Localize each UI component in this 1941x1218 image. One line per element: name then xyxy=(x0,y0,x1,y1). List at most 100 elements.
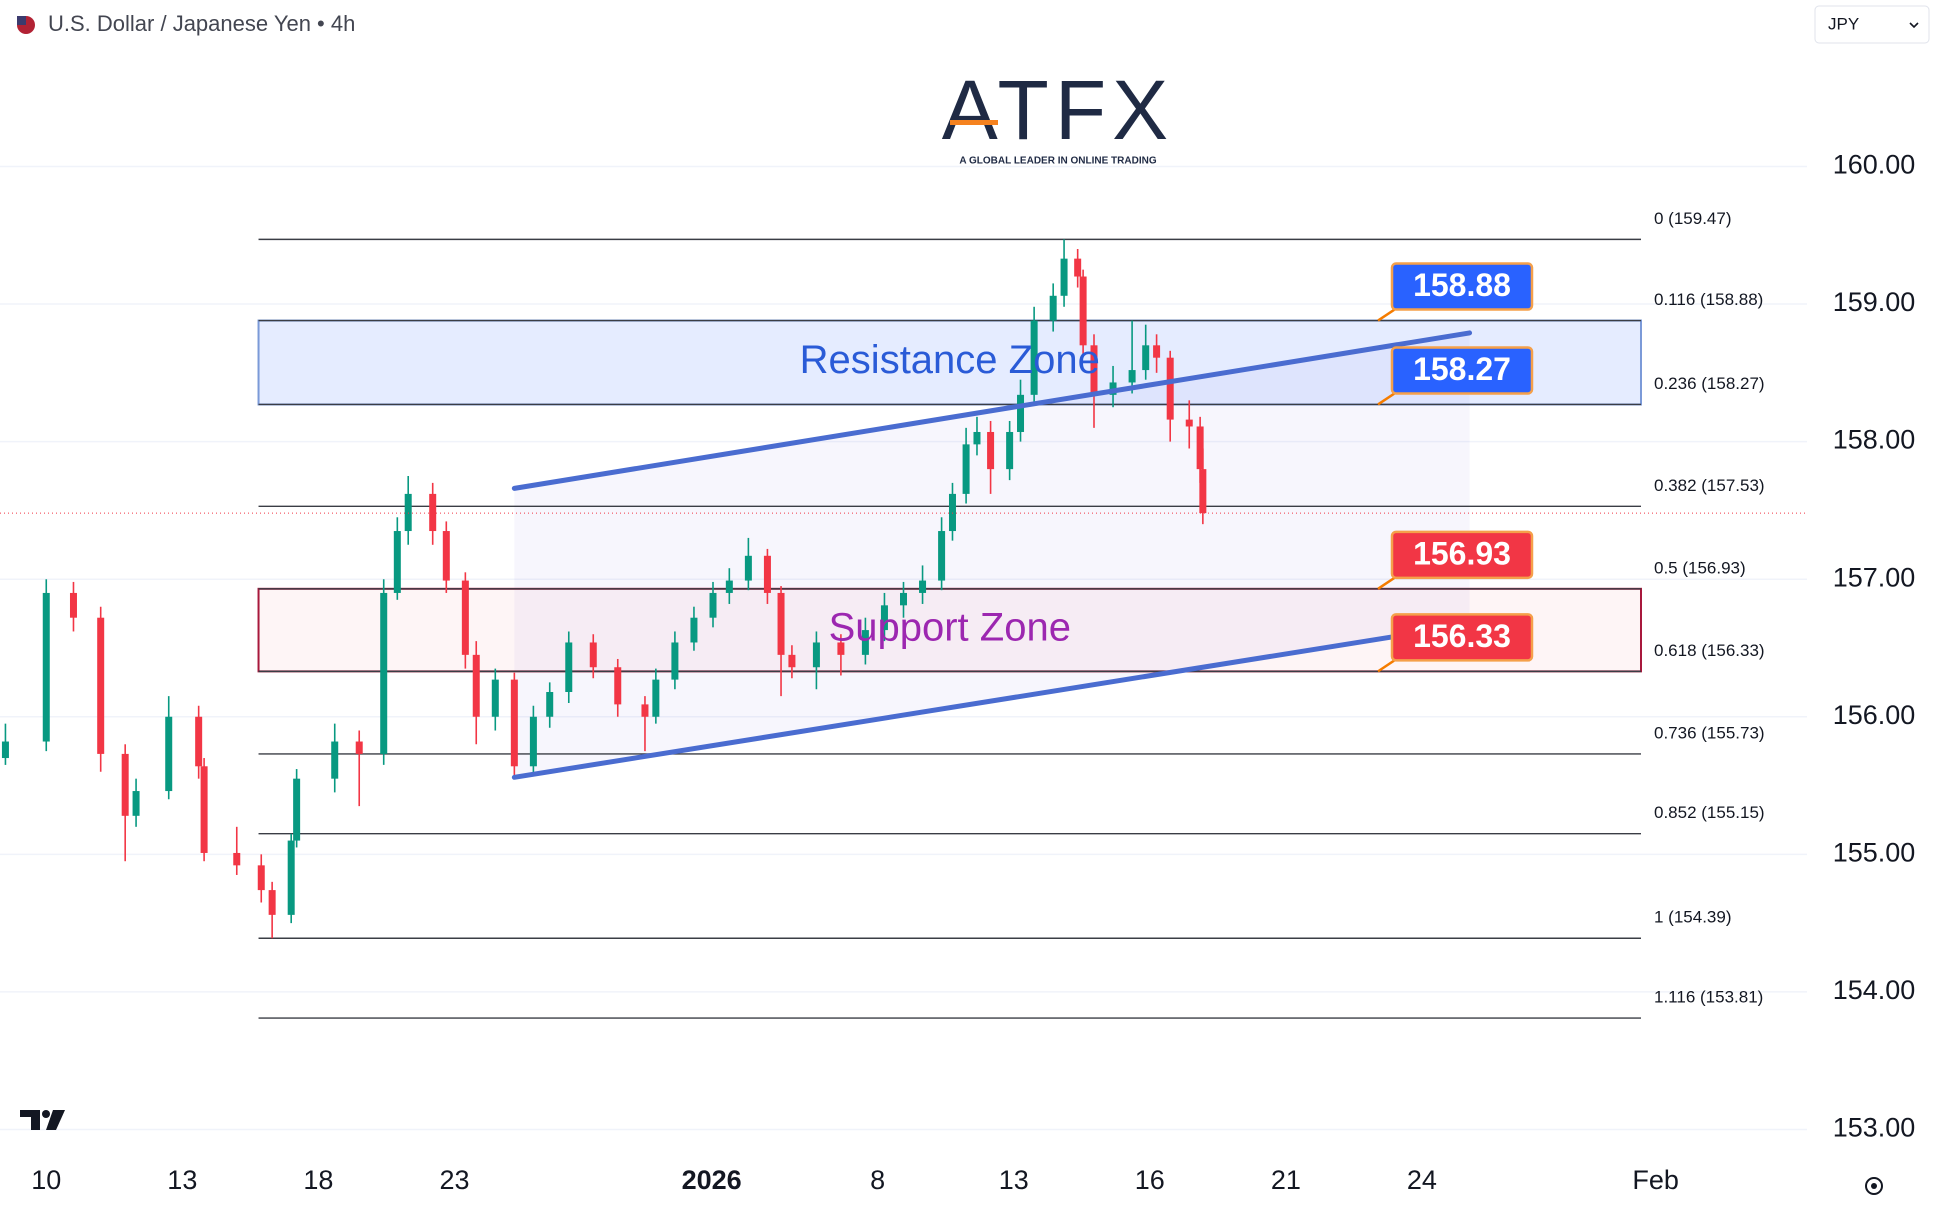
candle-body xyxy=(331,741,339,779)
dropdown-arrow[interactable] xyxy=(1909,22,1919,29)
price-tag-label: 158.88 xyxy=(1413,267,1511,303)
x-tick-label: 24 xyxy=(1407,1165,1437,1195)
trend-line xyxy=(511,330,1473,491)
currency-box[interactable] xyxy=(1814,5,1930,44)
x-tick-label: 2026 xyxy=(682,1165,742,1195)
candle-body xyxy=(461,580,469,655)
candle-body xyxy=(709,592,717,618)
candle-body xyxy=(948,493,956,532)
logo-tagline: A GLOBAL LEADER IN ONLINE TRADING xyxy=(959,156,1156,167)
fib-label: 0.236 (158.27) xyxy=(1654,374,1765,393)
currency-label[interactable]: JPY xyxy=(1828,14,1859,33)
logo: ATFX A GLOBAL LEADER IN ONLINE TRADING xyxy=(942,63,1174,167)
tv-logo-part xyxy=(20,1110,40,1130)
y-tick-label: 157.00 xyxy=(1833,562,1916,592)
fib-label: 0.852 (155.15) xyxy=(1654,803,1765,822)
candle-body xyxy=(1049,295,1057,321)
candle-body xyxy=(690,617,698,643)
flag-canton xyxy=(17,16,26,25)
x-tick-label: 21 xyxy=(1271,1165,1301,1195)
price-tag xyxy=(1390,613,1534,662)
candle-body xyxy=(1017,394,1025,432)
candle-body xyxy=(200,766,208,853)
candle-body xyxy=(919,580,927,593)
candle-body xyxy=(293,778,301,841)
candle-body xyxy=(287,840,295,915)
symbol-title: U.S. Dollar / Japanese Yen • 4h xyxy=(48,11,355,36)
fib-label: 0 (159.47) xyxy=(1654,209,1732,228)
candle-body xyxy=(195,716,203,767)
candles-layer xyxy=(0,239,1807,939)
y-tick-label: 159.00 xyxy=(1833,287,1916,317)
y-tick-label: 158.00 xyxy=(1833,425,1916,455)
x-tick-label: 8 xyxy=(870,1165,885,1195)
currency-select[interactable]: JPY xyxy=(1814,5,1930,44)
x-tick-label: 13 xyxy=(167,1165,197,1195)
candle-body xyxy=(1006,431,1014,470)
x-tick-label: 13 xyxy=(999,1165,1029,1195)
candle-body xyxy=(1128,370,1136,383)
candle-body xyxy=(777,592,785,655)
logo-wordmark: ATFX xyxy=(942,63,1174,157)
fib-label: 0.116 (158.88) xyxy=(1654,290,1763,309)
y-tick-label: 155.00 xyxy=(1833,837,1916,867)
candle-body xyxy=(97,617,105,754)
candle-body xyxy=(589,642,597,668)
y-tick-label: 154.00 xyxy=(1833,975,1916,1005)
x-tick-label: 23 xyxy=(439,1165,469,1195)
candle-body xyxy=(671,642,679,680)
candle-body xyxy=(355,741,363,754)
candle-body xyxy=(442,531,450,581)
candle-body xyxy=(132,791,140,816)
candle-body xyxy=(121,753,129,816)
settings-icon[interactable] xyxy=(1865,1177,1883,1195)
fib-label: 0.382 (157.53) xyxy=(1654,476,1765,495)
fib-label: 0.5 (156.93) xyxy=(1654,558,1746,577)
candle-body xyxy=(652,679,660,717)
candle-body xyxy=(900,592,907,606)
candle-body xyxy=(1060,258,1068,296)
candle-body xyxy=(725,580,733,593)
candle-body xyxy=(69,592,77,618)
x-tick-label: 10 xyxy=(31,1165,61,1195)
price-tag xyxy=(1390,346,1534,395)
candle-body xyxy=(880,605,888,631)
x-tick-label: 16 xyxy=(1135,1165,1165,1195)
candle-body xyxy=(1079,276,1087,346)
y-tick-label: 153.00 xyxy=(1833,1113,1916,1143)
candle-body xyxy=(763,555,771,593)
candle-body xyxy=(938,531,946,581)
trend-line xyxy=(511,622,1473,780)
candle-body xyxy=(837,642,845,655)
fib-label: 1.116 (153.81) xyxy=(1654,988,1763,1007)
price-tag-label: 158.27 xyxy=(1413,351,1511,387)
candle-body xyxy=(641,704,649,717)
candle-body xyxy=(393,531,401,593)
candle-body xyxy=(42,592,50,742)
candle-body xyxy=(1185,419,1193,427)
candle-body xyxy=(565,642,573,692)
zone-label: Support Zone xyxy=(829,606,1071,650)
candle-body xyxy=(233,852,241,866)
candle-body xyxy=(788,654,796,668)
price-tag xyxy=(1390,262,1534,311)
y-tick-label: 160.00 xyxy=(1833,150,1916,180)
candle-body xyxy=(429,493,437,532)
price-tag-label: 156.93 xyxy=(1413,535,1511,571)
candle-body xyxy=(1196,426,1204,470)
zone-label: Resistance Zone xyxy=(800,338,1100,382)
candle-body xyxy=(546,691,554,717)
candle-body xyxy=(1142,345,1150,371)
settings-icon-center[interactable] xyxy=(1871,1183,1877,1189)
price-tag xyxy=(1390,530,1534,580)
candle-body xyxy=(614,667,622,705)
candle-body xyxy=(510,679,518,767)
tv-logo-part xyxy=(46,1110,65,1130)
settings-button[interactable] xyxy=(1865,1177,1883,1195)
candle-body xyxy=(1153,345,1161,358)
candle-body xyxy=(744,555,752,581)
fib-label: 1 (154.39) xyxy=(1654,908,1732,927)
candle-body xyxy=(165,716,173,792)
zones-layer xyxy=(257,319,1642,778)
